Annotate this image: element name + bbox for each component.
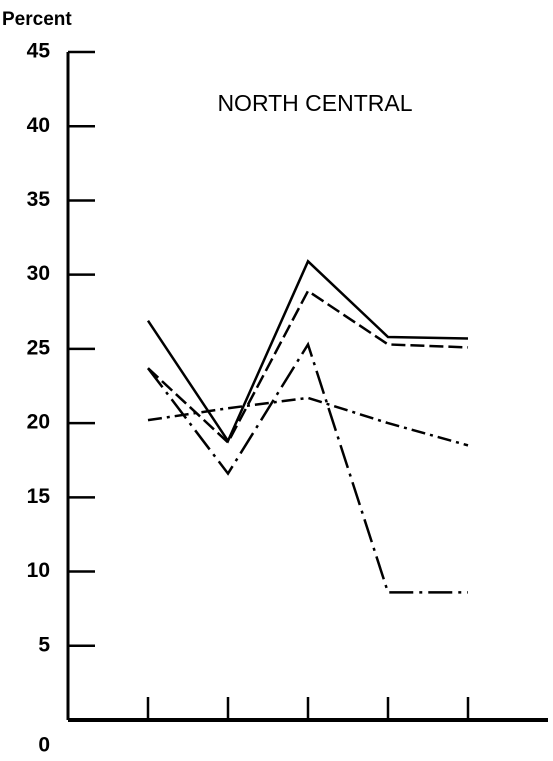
chart-title: NORTH CENTRAL xyxy=(217,90,412,116)
y-tick-label: 10 xyxy=(27,559,50,582)
y-tick-label: 20 xyxy=(27,411,50,434)
y-tick-label: 15 xyxy=(27,485,51,508)
y-tick-label: 45 xyxy=(27,40,51,63)
y-tick-label: 35 xyxy=(27,188,51,211)
series-line xyxy=(147,341,468,594)
y-axis-label: Percent xyxy=(2,9,72,30)
y-tick-label: 0 xyxy=(38,734,50,757)
y-tick-label: 25 xyxy=(27,336,51,359)
series-line xyxy=(146,259,469,444)
y-tick-label: 40 xyxy=(27,114,50,137)
y-tick-label: 5 xyxy=(38,633,50,656)
series-line xyxy=(147,396,469,447)
y-tick-label: 30 xyxy=(27,262,50,285)
series-line xyxy=(147,289,469,445)
